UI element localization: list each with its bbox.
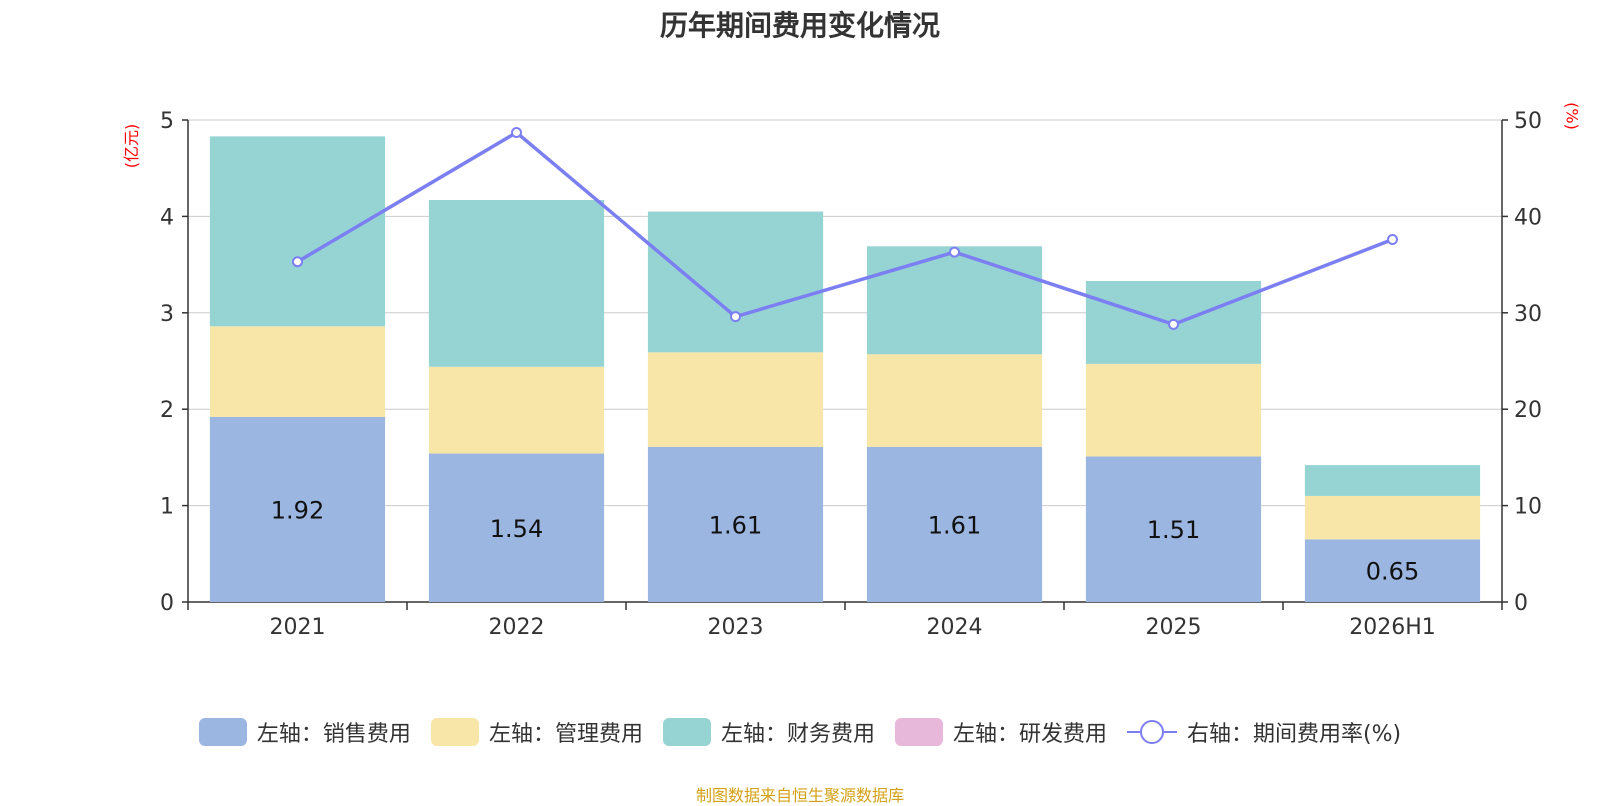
bar-1-2022: [428, 366, 605, 454]
bar-0-2021: [209, 416, 386, 602]
bar-value-label: 1.61: [928, 511, 981, 539]
rate-point: [949, 246, 960, 258]
legend-swatch-rnd: [894, 718, 943, 746]
bar-1-2024: [866, 354, 1043, 447]
legend-swatch-rate: [1126, 718, 1177, 746]
x-axis-tick-label: 2024: [927, 615, 983, 640]
x-axis-tick-label: 2026H1: [1349, 615, 1436, 640]
bar-2-2024: [866, 246, 1043, 355]
legend-label-rate: 右轴：期间费用率(%): [1186, 722, 1402, 747]
bar-value-label: 1.51: [1147, 516, 1200, 544]
legend-swatch-finance: [662, 718, 711, 746]
bar-1-2026H1: [1304, 495, 1481, 540]
legend-item-rate[interactable]: 右轴：期间费用率(%): [1126, 716, 1402, 748]
x-axis-tick-label: 2025: [1146, 615, 1202, 640]
rate-point: [730, 311, 741, 323]
rate-point: [292, 256, 303, 268]
legend-item-rnd[interactable]: 左轴：研发费用: [894, 716, 1107, 748]
legend-item-sales[interactable]: 左轴：销售费用: [198, 716, 411, 748]
bar-value-label: 1.61: [709, 511, 762, 539]
bar-value-label: 0.65: [1366, 558, 1419, 586]
bar-0-2024: [866, 446, 1043, 602]
legend-item-admin[interactable]: 左轴：管理费用: [430, 716, 643, 748]
legend-label-admin: 左轴：管理费用: [488, 722, 643, 747]
left-axis-tick-label: 0: [160, 591, 174, 616]
left-axis-tick-label: 5: [160, 109, 174, 134]
bar-1-2025: [1085, 363, 1262, 457]
right-axis-tick-label: 0: [1514, 591, 1528, 616]
bar-0-2023: [647, 446, 824, 602]
bar-1-2021: [209, 326, 386, 417]
rate-line: [296, 130, 1394, 327]
right-axis-tick-label: 10: [1514, 495, 1542, 520]
legend: 左轴：销售费用 左轴：管理费用 左轴：财务费用 左轴：研发费用 右轴：期间费用率…: [0, 716, 1600, 748]
chart-title: 历年期间费用变化情况: [659, 9, 940, 42]
legend-item-finance[interactable]: 左轴：财务费用: [662, 716, 875, 748]
bar-2-2022: [428, 200, 605, 367]
legend-label-sales: 左轴：销售费用: [256, 722, 411, 747]
left-axis-tick-label: 2: [160, 398, 174, 423]
rate-point: [1168, 318, 1179, 330]
right-axis-tick-label: 50: [1514, 109, 1542, 134]
bar-2-2021: [209, 136, 386, 327]
data-source-note: 制图数据来自恒生聚源数据库: [695, 786, 904, 805]
bar-0-2026H1: [1304, 539, 1481, 602]
left-axis-tick-label: 1: [160, 495, 174, 520]
bar-value-label: 1.92: [271, 496, 324, 524]
bar-0-2025: [1085, 456, 1262, 602]
rate-point: [511, 127, 522, 139]
bar-1-2023: [647, 352, 824, 447]
rate-point: [1387, 234, 1398, 246]
right-axis-tick-label: 20: [1514, 398, 1542, 423]
x-axis-tick-label: 2022: [489, 615, 545, 640]
legend-label-rnd: 左轴：研发费用: [952, 722, 1107, 747]
legend-swatch-sales: [198, 718, 247, 746]
chart-plot: 012345010203040501.9220211.5420221.61202…: [160, 109, 1542, 640]
right-axis-tick-label: 30: [1514, 302, 1542, 327]
bar-value-label: 1.54: [490, 515, 543, 543]
right-axis-tick-label: 40: [1514, 205, 1542, 230]
bar-0-2022: [428, 453, 605, 602]
legend-swatch-admin: [430, 718, 479, 746]
x-axis-tick-label: 2021: [270, 615, 326, 640]
left-axis-tick-label: 4: [160, 205, 174, 230]
bar-2-2026H1: [1304, 465, 1481, 496]
x-axis-tick-label: 2023: [708, 615, 764, 640]
left-axis-tick-label: 3: [160, 302, 174, 327]
bar-2-2023: [647, 211, 824, 353]
legend-label-finance: 左轴：财务费用: [720, 722, 875, 747]
